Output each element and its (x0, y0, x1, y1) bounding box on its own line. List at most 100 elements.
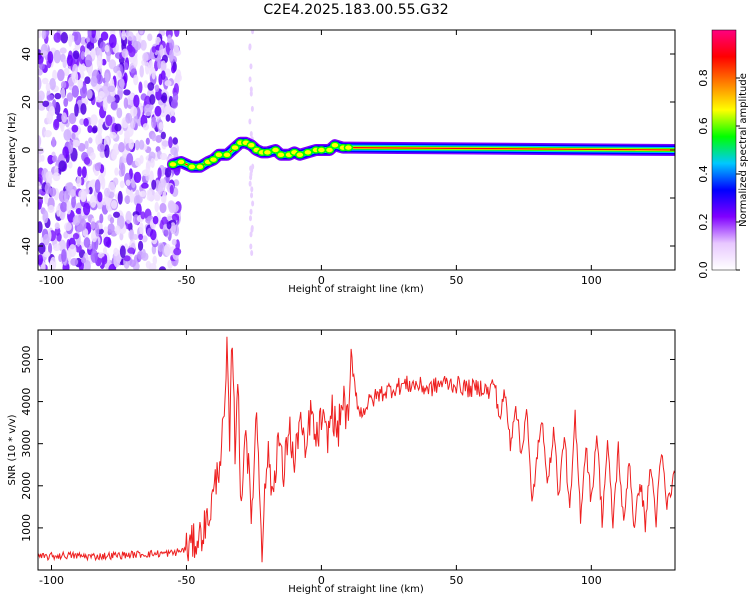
noise-speckle (163, 229, 169, 237)
signal-blob (330, 141, 340, 149)
noise-speckle (114, 225, 121, 235)
noise-speckle (133, 94, 140, 108)
noise-speckle (66, 247, 72, 262)
noise-speckle (77, 142, 86, 152)
noise-speckle (169, 222, 176, 235)
noise-speckle (147, 82, 155, 91)
snr-plot-area (38, 330, 675, 570)
noise-speckle (128, 46, 136, 58)
signal-blob (195, 163, 205, 171)
noise-speckle (151, 179, 157, 190)
noise-speckle (171, 213, 180, 221)
spectrogram-x-tick-label: -50 (177, 274, 195, 287)
noise-speckle (154, 105, 162, 117)
noise-speckle (59, 47, 67, 54)
noise-speckle (158, 266, 167, 270)
signal-blob (316, 146, 327, 154)
noise-speckle (103, 187, 111, 197)
noise-speckle (63, 231, 69, 239)
noise-speckle (52, 243, 61, 252)
noise-speckle (51, 155, 58, 163)
signal-blob (187, 163, 197, 171)
noise-speckle (63, 190, 69, 204)
noise-speckle (38, 254, 44, 266)
noise-speckle (97, 191, 103, 203)
noise-speckle (80, 257, 87, 264)
noise-speckle (125, 210, 132, 224)
noise-speckle (38, 63, 45, 70)
noise-speckle (60, 81, 67, 89)
noise-speckle (126, 153, 134, 166)
noise-speckle (79, 84, 88, 99)
noise-speckle (94, 162, 102, 172)
snr-panel: -100 -50 0 50 100 1000 2000 3000 4000 5000 Height… (7, 329, 676, 595)
noise-speckle (139, 155, 144, 164)
noise-speckle (110, 101, 118, 110)
noise-speckle (70, 189, 76, 198)
colorbar-ticks: 0.0 0.2 0.4 0.6 0.8 (697, 69, 740, 279)
noise-speckle (130, 105, 138, 117)
noise-speckle (121, 30, 126, 41)
noise-speckle (167, 34, 172, 44)
noise-speckle (127, 31, 134, 41)
spectrogram-y-tick-label: 40 (20, 47, 33, 61)
noise-speckle (58, 160, 67, 172)
noise-speckle (61, 249, 67, 263)
signal-blob (270, 146, 281, 154)
noise-speckle (77, 79, 84, 89)
noise-speckle (72, 215, 81, 226)
noise-speckle (164, 68, 171, 79)
noise-speckle (60, 201, 68, 213)
noise-speckle (47, 242, 53, 255)
noise-speckle (76, 176, 82, 188)
noise-speckle (108, 263, 117, 270)
noise-speckle (101, 176, 106, 190)
noise-speckle (114, 167, 119, 176)
noise-speckle (120, 162, 126, 177)
noise-speckle (123, 255, 131, 262)
noise-speckle (142, 123, 150, 131)
noise-speckle (57, 69, 65, 82)
noise-speckle (63, 222, 72, 231)
noise-speckle-layer (38, 30, 255, 270)
noise-speckle (161, 92, 168, 104)
noise-speckle (95, 30, 101, 41)
noise-speckle (75, 244, 82, 253)
noise-speckle (68, 161, 73, 169)
signal-blob (262, 148, 273, 157)
noise-speckle (141, 182, 149, 189)
signal-blob (208, 155, 219, 164)
noise-speckle (118, 141, 125, 153)
colorbar: 0.0 0.2 0.4 0.6 0.8 Normalized spectral ampl… (697, 29, 749, 279)
noise-speckle (109, 131, 117, 139)
snr-y-axis-label: SNR (10 * v/v) (7, 414, 18, 485)
noise-speckle (80, 103, 87, 115)
noise-speckle (81, 166, 87, 179)
noise-speckle (63, 97, 69, 107)
snr-x-tick-label: -50 (177, 574, 195, 587)
noise-speckle (38, 147, 45, 155)
snr-y-tick-label: 2000 (20, 472, 33, 500)
noise-speckle (127, 247, 136, 254)
noise-speckle (38, 30, 42, 39)
noise-speckle (164, 80, 172, 87)
noise-speckle (38, 154, 43, 163)
noise-speckle (124, 131, 131, 144)
noise-speckle (116, 215, 125, 230)
noise-speckle (99, 150, 106, 158)
noise-speckle (66, 92, 74, 102)
noise-speckle (114, 123, 122, 132)
noise-speckle (90, 114, 98, 126)
snr-x-tick-label: -100 (39, 574, 64, 587)
noise-speckle (147, 33, 153, 42)
noise-speckle (149, 229, 157, 241)
snr-x-tick-label: 100 (581, 574, 602, 587)
noise-speckle (96, 55, 103, 69)
noise-speckle (82, 202, 91, 216)
noise-speckle (62, 58, 67, 69)
noise-speckle (111, 150, 118, 161)
noise-speckle (129, 189, 134, 203)
noise-speckle (90, 249, 99, 263)
noise-speckle (123, 72, 128, 84)
noise-speckle (95, 95, 103, 103)
